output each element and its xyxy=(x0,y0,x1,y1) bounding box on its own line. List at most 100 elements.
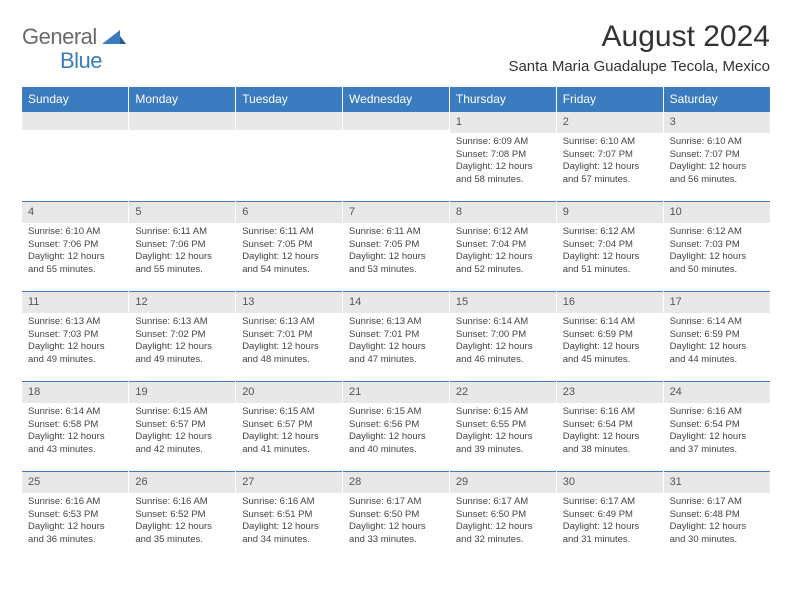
sunset-text: Sunset: 6:54 PM xyxy=(670,419,764,432)
calendar-day-cell: 31Sunrise: 6:17 AMSunset: 6:48 PMDayligh… xyxy=(663,471,770,561)
daylight-text: Daylight: 12 hours and 37 minutes. xyxy=(670,431,764,457)
day-number xyxy=(22,111,128,130)
month-title: August 2024 xyxy=(508,20,770,54)
daylight-text: Daylight: 12 hours and 50 minutes. xyxy=(670,251,764,277)
calendar-day-cell: 15Sunrise: 6:14 AMSunset: 7:00 PMDayligh… xyxy=(449,291,556,381)
calendar-day-cell: 16Sunrise: 6:14 AMSunset: 6:59 PMDayligh… xyxy=(556,291,663,381)
sunrise-text: Sunrise: 6:11 AM xyxy=(242,226,336,239)
day-content xyxy=(22,130,128,137)
day-number: 24 xyxy=(664,381,770,403)
sunset-text: Sunset: 6:51 PM xyxy=(242,509,336,522)
daylight-text: Daylight: 12 hours and 32 minutes. xyxy=(456,521,550,547)
calendar-day-cell xyxy=(343,111,450,201)
calendar-body: 1Sunrise: 6:09 AMSunset: 7:08 PMDaylight… xyxy=(22,111,770,561)
logo-triangle-icon xyxy=(102,28,126,44)
day-number: 28 xyxy=(343,471,449,493)
calendar-day-cell: 22Sunrise: 6:15 AMSunset: 6:55 PMDayligh… xyxy=(449,381,556,471)
day-header: Monday xyxy=(129,87,236,111)
day-content: Sunrise: 6:17 AMSunset: 6:48 PMDaylight:… xyxy=(664,493,770,551)
calendar-day-cell: 18Sunrise: 6:14 AMSunset: 6:58 PMDayligh… xyxy=(22,381,129,471)
day-content: Sunrise: 6:12 AMSunset: 7:04 PMDaylight:… xyxy=(557,223,663,281)
sunset-text: Sunset: 7:04 PM xyxy=(563,239,657,252)
sunrise-text: Sunrise: 6:10 AM xyxy=(28,226,122,239)
calendar-day-cell: 29Sunrise: 6:17 AMSunset: 6:50 PMDayligh… xyxy=(449,471,556,561)
day-number: 20 xyxy=(236,381,342,403)
day-content: Sunrise: 6:10 AMSunset: 7:07 PMDaylight:… xyxy=(664,133,770,191)
sunset-text: Sunset: 6:52 PM xyxy=(135,509,229,522)
daylight-text: Daylight: 12 hours and 46 minutes. xyxy=(456,341,550,367)
day-number: 16 xyxy=(557,291,663,313)
sunrise-text: Sunrise: 6:12 AM xyxy=(563,226,657,239)
day-content: Sunrise: 6:16 AMSunset: 6:51 PMDaylight:… xyxy=(236,493,342,551)
daylight-text: Daylight: 12 hours and 36 minutes. xyxy=(28,521,122,547)
logo-text-general: General xyxy=(22,24,97,50)
day-number: 26 xyxy=(129,471,235,493)
sunrise-text: Sunrise: 6:13 AM xyxy=(135,316,229,329)
day-number xyxy=(129,111,235,130)
day-header: Sunday xyxy=(22,87,129,111)
day-content: Sunrise: 6:13 AMSunset: 7:02 PMDaylight:… xyxy=(129,313,235,371)
calendar-day-cell: 26Sunrise: 6:16 AMSunset: 6:52 PMDayligh… xyxy=(129,471,236,561)
daylight-text: Daylight: 12 hours and 52 minutes. xyxy=(456,251,550,277)
daylight-text: Daylight: 12 hours and 40 minutes. xyxy=(349,431,443,457)
calendar-day-cell: 19Sunrise: 6:15 AMSunset: 6:57 PMDayligh… xyxy=(129,381,236,471)
daylight-text: Daylight: 12 hours and 43 minutes. xyxy=(28,431,122,457)
day-number: 9 xyxy=(557,201,663,223)
sunset-text: Sunset: 6:50 PM xyxy=(456,509,550,522)
daylight-text: Daylight: 12 hours and 49 minutes. xyxy=(28,341,122,367)
daylight-text: Daylight: 12 hours and 57 minutes. xyxy=(563,161,657,187)
daylight-text: Daylight: 12 hours and 45 minutes. xyxy=(563,341,657,367)
sunrise-text: Sunrise: 6:15 AM xyxy=(349,406,443,419)
calendar-day-cell xyxy=(129,111,236,201)
day-number: 23 xyxy=(557,381,663,403)
sunset-text: Sunset: 7:08 PM xyxy=(456,149,550,162)
sunrise-text: Sunrise: 6:09 AM xyxy=(456,136,550,149)
sunrise-text: Sunrise: 6:14 AM xyxy=(563,316,657,329)
sunset-text: Sunset: 7:03 PM xyxy=(28,329,122,342)
calendar-page: General August 2024 Santa Maria Guadalup… xyxy=(0,0,792,561)
day-content: Sunrise: 6:17 AMSunset: 6:49 PMDaylight:… xyxy=(557,493,663,551)
sunset-text: Sunset: 7:07 PM xyxy=(670,149,764,162)
day-content: Sunrise: 6:14 AMSunset: 6:58 PMDaylight:… xyxy=(22,403,128,461)
sunset-text: Sunset: 6:57 PM xyxy=(135,419,229,432)
sunrise-text: Sunrise: 6:11 AM xyxy=(135,226,229,239)
daylight-text: Daylight: 12 hours and 33 minutes. xyxy=(349,521,443,547)
daylight-text: Daylight: 12 hours and 49 minutes. xyxy=(135,341,229,367)
daylight-text: Daylight: 12 hours and 38 minutes. xyxy=(563,431,657,457)
day-content: Sunrise: 6:10 AMSunset: 7:07 PMDaylight:… xyxy=(557,133,663,191)
day-number: 14 xyxy=(343,291,449,313)
daylight-text: Daylight: 12 hours and 58 minutes. xyxy=(456,161,550,187)
sunset-text: Sunset: 7:07 PM xyxy=(563,149,657,162)
sunset-text: Sunset: 7:01 PM xyxy=(349,329,443,342)
sunset-text: Sunset: 7:01 PM xyxy=(242,329,336,342)
daylight-text: Daylight: 12 hours and 56 minutes. xyxy=(670,161,764,187)
day-content: Sunrise: 6:14 AMSunset: 6:59 PMDaylight:… xyxy=(664,313,770,371)
calendar-day-cell: 11Sunrise: 6:13 AMSunset: 7:03 PMDayligh… xyxy=(22,291,129,381)
calendar-day-cell: 27Sunrise: 6:16 AMSunset: 6:51 PMDayligh… xyxy=(236,471,343,561)
day-content: Sunrise: 6:13 AMSunset: 7:03 PMDaylight:… xyxy=(22,313,128,371)
calendar-table: SundayMondayTuesdayWednesdayThursdayFrid… xyxy=(22,87,770,561)
calendar-week-row: 18Sunrise: 6:14 AMSunset: 6:58 PMDayligh… xyxy=(22,381,770,471)
day-number: 2 xyxy=(557,111,663,133)
calendar-day-cell: 3Sunrise: 6:10 AMSunset: 7:07 PMDaylight… xyxy=(663,111,770,201)
sunset-text: Sunset: 7:00 PM xyxy=(456,329,550,342)
day-content: Sunrise: 6:17 AMSunset: 6:50 PMDaylight:… xyxy=(343,493,449,551)
day-content: Sunrise: 6:15 AMSunset: 6:55 PMDaylight:… xyxy=(450,403,556,461)
day-content: Sunrise: 6:17 AMSunset: 6:50 PMDaylight:… xyxy=(450,493,556,551)
day-number xyxy=(236,111,342,130)
calendar-day-cell: 7Sunrise: 6:11 AMSunset: 7:05 PMDaylight… xyxy=(343,201,450,291)
calendar-day-cell: 25Sunrise: 6:16 AMSunset: 6:53 PMDayligh… xyxy=(22,471,129,561)
location-subtitle: Santa Maria Guadalupe Tecola, Mexico xyxy=(508,58,770,75)
calendar-day-cell: 9Sunrise: 6:12 AMSunset: 7:04 PMDaylight… xyxy=(556,201,663,291)
day-content: Sunrise: 6:15 AMSunset: 6:57 PMDaylight:… xyxy=(129,403,235,461)
calendar-day-cell xyxy=(22,111,129,201)
daylight-text: Daylight: 12 hours and 34 minutes. xyxy=(242,521,336,547)
calendar-day-cell: 24Sunrise: 6:16 AMSunset: 6:54 PMDayligh… xyxy=(663,381,770,471)
day-number: 3 xyxy=(664,111,770,133)
sunset-text: Sunset: 6:57 PM xyxy=(242,419,336,432)
sunrise-text: Sunrise: 6:14 AM xyxy=(670,316,764,329)
day-number: 29 xyxy=(450,471,556,493)
sunrise-text: Sunrise: 6:10 AM xyxy=(670,136,764,149)
sunrise-text: Sunrise: 6:16 AM xyxy=(28,496,122,509)
sunrise-text: Sunrise: 6:16 AM xyxy=(563,406,657,419)
